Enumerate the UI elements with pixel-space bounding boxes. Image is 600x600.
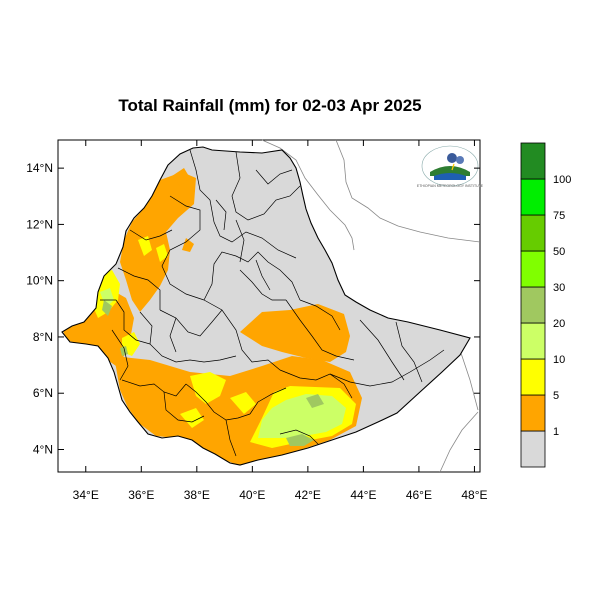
rainfall-shading <box>62 168 362 465</box>
ethiopia-meteorology-logo: ETHIOPIAN METEOROLOGY INSTITUTE <box>417 145 484 188</box>
lon-tick-label: 40°E <box>239 488 265 502</box>
lon-tick-label: 48°E <box>461 488 487 502</box>
lon-tick-label: 44°E <box>350 488 376 502</box>
legend-swatch <box>520 394 546 432</box>
map-title: Total Rainfall (mm) for 02-03 Apr 2025 <box>118 96 422 115</box>
legend-swatch <box>520 178 546 216</box>
legend-label: 50 <box>553 246 565 258</box>
admin-boundaries <box>100 149 445 457</box>
rain-20-30mm <box>102 300 324 446</box>
legend-swatch <box>520 322 546 360</box>
legend-label: 20 <box>553 318 565 330</box>
rainfall-legend: 1 5 10 20 30 50 75 100 <box>520 142 571 468</box>
legend-swatch <box>520 214 546 252</box>
lat-tick-label: 12°N <box>26 217 53 231</box>
neighbor-borders <box>261 139 481 473</box>
legend-label: 100 <box>553 174 571 186</box>
lat-tick-label: 10°N <box>26 274 53 288</box>
legend-swatch <box>520 430 546 468</box>
legend-label: 75 <box>553 210 565 222</box>
legend-label: 1 <box>553 426 559 438</box>
lon-tick-label: 36°E <box>128 488 154 502</box>
lon-tick-label: 34°E <box>73 488 99 502</box>
legend-label: 30 <box>553 282 565 294</box>
legend-swatch <box>520 250 546 288</box>
lon-tick-label: 38°E <box>184 488 210 502</box>
legend-label: 5 <box>553 390 559 402</box>
lon-tick-label: 46°E <box>406 488 432 502</box>
ethiopia-border <box>61 146 471 466</box>
rain-10-20mm <box>100 288 346 438</box>
legend-swatch <box>520 142 546 180</box>
lat-tick-label: 4°N <box>33 442 53 456</box>
lat-tick-label: 14°N <box>26 161 53 175</box>
lon-tick-label: 42°E <box>295 488 321 502</box>
map-axes: 4°N 6°N 8°N 10°N 12°N 14°N 34°E 36°E 38°E 40°E 42°… <box>26 140 488 502</box>
legend-swatch <box>520 286 546 324</box>
legend-label: 10 <box>553 354 565 366</box>
lat-tick-label: 8°N <box>33 330 53 344</box>
legend-swatch <box>520 358 546 396</box>
svg-text:ETHIOPIAN METEOROLOGY INSTITUT: ETHIOPIAN METEOROLOGY INSTITUTE <box>417 184 484 188</box>
lat-tick-label: 6°N <box>33 386 53 400</box>
